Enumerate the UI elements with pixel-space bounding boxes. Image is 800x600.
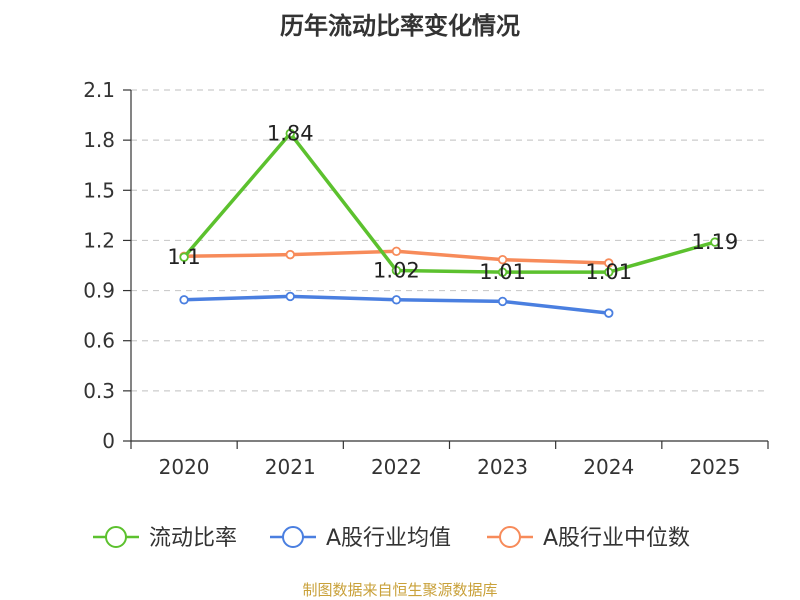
legend-marker (499, 526, 521, 548)
legend-marker (282, 526, 304, 548)
data-point (391, 265, 402, 276)
data-point (497, 267, 508, 277)
legend-label: A股行业中位数 (543, 526, 690, 551)
y-tick-label: 0 (102, 429, 115, 453)
x-tick-label: 2024 (583, 455, 634, 479)
data-point (391, 246, 402, 256)
legend-marker (105, 526, 127, 548)
x-tick-label: 2023 (477, 455, 528, 479)
data-point (604, 267, 614, 277)
chart-title: 历年流动比率变化情况 (280, 12, 520, 40)
data-label: 1.19 (692, 230, 739, 254)
data-point (179, 295, 189, 305)
data-label: 1.84 (267, 121, 314, 145)
data-point (604, 258, 614, 268)
x-tick-label: 2022 (371, 455, 422, 479)
y-tick-label: 1.2 (83, 228, 115, 252)
data-point (285, 128, 295, 139)
x-tick-label: 2020 (159, 455, 210, 479)
y-tick-label: 0.6 (83, 329, 115, 353)
data-point (285, 291, 295, 302)
data-label: 1.01 (585, 260, 632, 284)
data-point (497, 254, 508, 265)
y-tick-label: 1.8 (83, 128, 115, 152)
y-tick-label: 1.5 (83, 178, 115, 202)
data-point (391, 295, 402, 305)
y-tick-label: 0.3 (83, 379, 115, 403)
data-point (497, 296, 508, 307)
series-line (182, 131, 717, 274)
data-label: 1.02 (373, 259, 420, 283)
data-label: 1.1 (167, 245, 200, 269)
data-point (285, 249, 295, 260)
data-label: 1.01 (479, 260, 526, 284)
legend-label: 流动比率 (149, 526, 237, 551)
data-point (710, 237, 720, 247)
x-tick-label: 2021 (265, 455, 316, 479)
x-tick-label: 2025 (689, 455, 740, 479)
source-note: 制图数据来自恒生聚源数据库 (302, 581, 498, 599)
y-tick-label: 0.9 (83, 279, 115, 303)
y-tick-label: 2.1 (83, 78, 115, 102)
legend-label: A股行业均值 (326, 526, 451, 551)
data-point (604, 308, 614, 318)
data-point (179, 252, 189, 262)
